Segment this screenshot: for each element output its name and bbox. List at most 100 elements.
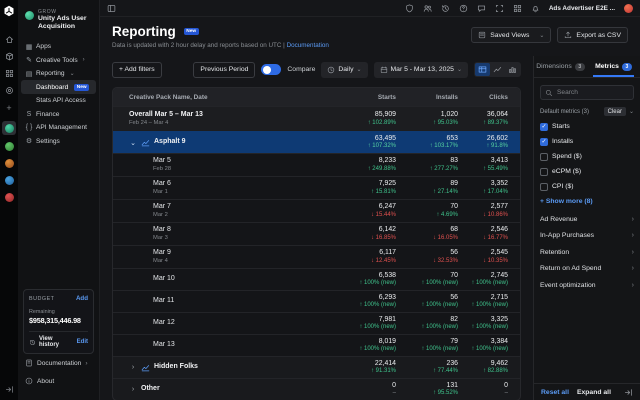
tab-dimensions[interactable]: Dimensions 3 — [534, 56, 587, 77]
show-more-link[interactable]: + Show more (8) — [540, 198, 593, 205]
app-selected-icon[interactable] — [4, 123, 14, 133]
table-row-asphalt-9[interactable]: ⌄ Asphalt 9 63,495 ↑ 107.32% 653 ↑ 103.17% 26,… — [113, 131, 520, 153]
sidebar-item-settings[interactable]: ⚙ Settings — [18, 134, 99, 148]
add-filters-button[interactable]: + Add filters — [112, 61, 162, 78]
app-4-icon[interactable] — [4, 176, 14, 185]
app-3-icon[interactable] — [4, 159, 14, 168]
app-2-icon[interactable] — [4, 142, 14, 151]
date-range-picker[interactable]: Mar 5 - Mar 13, 2025 ⌄ — [373, 61, 468, 78]
table-row-mar-5[interactable]: Mar 5 Feb 28 8,233 ↑ 249.88% 83 ↑ 277.27% 3,41… — [113, 153, 520, 176]
sidebar-item-reporting[interactable]: ▤ Reporting ⌄ — [18, 67, 99, 81]
history-icon[interactable] — [441, 4, 450, 13]
metric-option-starts[interactable]: ✓ Starts — [540, 119, 634, 134]
help-icon[interactable] — [459, 4, 468, 13]
chevron-right-icon[interactable]: › — [131, 385, 135, 393]
sidebar-item-dashboard[interactable]: Dashboard New — [21, 80, 96, 94]
table-row-mar-10[interactable]: Mar 10 6,538 ↑ 100% (new) 70 ↑ 100% (new) 2,7… — [113, 268, 520, 290]
chart-trend-icon[interactable] — [141, 138, 150, 147]
table-row-other[interactable]: › Other 0–131 ↑ 95.52% 0– — [113, 378, 520, 400]
metric-value: 2,545 — [490, 249, 508, 257]
fullscreen-icon[interactable] — [495, 4, 504, 13]
metric-option-ecpm-[interactable]: eCPM ($) — [540, 164, 634, 179]
section-retention[interactable]: Retention › — [540, 244, 634, 261]
expand-all-button[interactable]: Expand all — [576, 388, 611, 396]
projects-icon[interactable] — [5, 52, 14, 61]
table-row-mar-6[interactable]: Mar 6 Mar 1 7,925 ↑ 15.81% 89 ↑ 27.14% 3,352 ↑ … — [113, 176, 520, 199]
search-input[interactable]: Search — [540, 85, 634, 100]
operate-icon[interactable] — [5, 86, 14, 95]
checkbox-unchecked[interactable] — [540, 152, 548, 161]
budget-edit-button[interactable]: Edit — [76, 339, 88, 345]
shield-icon[interactable] — [405, 4, 414, 13]
sidebar-item-about[interactable]: About — [25, 377, 95, 385]
table-row-overall-mar-5-mar-13[interactable]: Overall Mar 5 – Mar 13 Feb 24 – Mar 4 85,9… — [113, 106, 520, 131]
column-header-clicks[interactable]: Clicks — [489, 93, 508, 101]
bar-chart-view-button[interactable] — [505, 63, 520, 76]
column-header-name[interactable]: Creative Pack Name, Date — [129, 93, 208, 101]
metric-option-cpi-[interactable]: CPI ($) — [540, 179, 634, 194]
feedback-icon[interactable] — [477, 4, 486, 13]
checkbox-checked[interactable]: ✓ — [540, 122, 548, 131]
chevron-down-icon[interactable]: ⌄ — [130, 139, 136, 147]
previous-period-button[interactable]: Previous Period — [193, 61, 256, 78]
app-5-icon[interactable] — [4, 193, 14, 202]
users-icon[interactable] — [423, 4, 432, 13]
table-row-mar-9[interactable]: Mar 9 Mar 4 6,117 ↓ 12.45% 56 ↓ 32.53% 2,545 ↓ … — [113, 245, 520, 268]
sidebar-item-documentation[interactable]: Documentation › — [25, 359, 95, 367]
sidebar-item-finance[interactable]: S Finance — [18, 107, 99, 121]
table-row-mar-13[interactable]: Mar 13 8,019 ↑ 100% (new) 79 ↑ 100% (new) 3,3… — [113, 334, 520, 356]
apps-grid-icon[interactable] — [513, 4, 522, 13]
section-return-on-ad-spend[interactable]: Return on Ad Spend › — [540, 261, 634, 278]
panel-toggle-icon[interactable] — [107, 4, 116, 13]
saved-views-dropdown[interactable]: Saved Views ⌄ — [471, 27, 552, 43]
reset-all-button[interactable]: Reset all — [541, 388, 569, 396]
sidebar-item-stats-api-access[interactable]: Stats API Access — [18, 94, 99, 108]
line-chart-view-button[interactable] — [490, 63, 505, 76]
sidebar-item-api-management[interactable]: { } API Management — [18, 121, 99, 135]
table-row-hidden-folks[interactable]: › Hidden Folks 22,414 ↑ 91.31% 236 ↑ 77.44% 9,… — [113, 356, 520, 378]
sidebar-item-creative-tools[interactable]: ✎ Creative Tools › — [18, 53, 99, 67]
selected-app[interactable] — [2, 121, 16, 135]
row-name-cell: Mar 12 — [129, 319, 324, 327]
table-row-mar-12[interactable]: Mar 12 7,981 ↑ 100% (new) 82 ↑ 100% (new) 3,3… — [113, 312, 520, 334]
account-avatar[interactable] — [624, 3, 633, 13]
tab-metrics[interactable]: Metrics 3 — [587, 56, 640, 77]
budget-add-button[interactable]: Add — [75, 295, 88, 302]
column-header-starts[interactable]: Starts — [377, 93, 396, 101]
table-row-mar-11[interactable]: Mar 11 6,293 ↑ 100% (new) 56 ↑ 100% (new) 2,7… — [113, 290, 520, 312]
chart-trend-icon[interactable] — [141, 363, 150, 372]
column-header-installs[interactable]: Installs — [435, 93, 458, 101]
checkbox-unchecked[interactable] — [540, 167, 548, 176]
documentation-link[interactable]: Documentation — [286, 42, 329, 49]
table-row-mar-8[interactable]: Mar 8 Mar 3 6,142 ↓ 16.85% 68 ↓ 16.05% 2,546 ↓ … — [113, 222, 520, 245]
main-content: + Add filters Previous Period Compare Da… — [100, 56, 533, 400]
sidebar-item-apps[interactable]: ▦ Apps — [18, 40, 99, 54]
grid-icon[interactable] — [5, 69, 14, 78]
add-app-icon[interactable]: + — [6, 103, 12, 113]
view-history-button[interactable]: View history — [39, 336, 60, 348]
export-csv-button[interactable]: Export as CSV — [557, 27, 628, 43]
granularity-dropdown[interactable]: Daily ⌄ — [321, 61, 368, 78]
chevron-right-icon[interactable]: › — [131, 364, 135, 371]
metric-cell: 79 ↑ 100% (new) — [396, 338, 458, 354]
table-row-mar-7[interactable]: Mar 7 Mar 2 6,247 ↓ 15.44% 70 ↑ 4.69% 2,577 ↓ 1… — [113, 199, 520, 222]
metric-option-spend-[interactable]: Spend ($) — [540, 149, 634, 164]
metric-option-installs[interactable]: ✓ Installs — [540, 134, 634, 149]
section-ad-revenue[interactable]: Ad Revenue › — [540, 211, 634, 228]
checkbox-unchecked[interactable] — [540, 182, 548, 191]
table-view-button[interactable] — [475, 63, 490, 76]
clear-button[interactable]: Clear — [603, 107, 626, 116]
home-icon[interactable] — [5, 35, 14, 44]
org-switcher[interactable]: GROW Unity Ads User Acquisition — [18, 0, 99, 38]
section-event-optimization[interactable]: Event optimization › — [540, 277, 634, 294]
account-name[interactable]: Ads Advertiser E2E ... — [548, 4, 615, 12]
compare-toggle[interactable] — [261, 64, 282, 75]
rail-collapse-icon[interactable] — [5, 385, 14, 394]
collapse-panel-icon[interactable] — [624, 388, 633, 397]
chevron-down-icon[interactable]: ⌄ — [628, 109, 634, 115]
notifications-icon[interactable] — [531, 4, 540, 13]
checkbox-checked[interactable]: ✓ — [540, 137, 548, 146]
section-in-app-purchases[interactable]: In-App Purchases › — [540, 228, 634, 245]
unity-logo-icon[interactable] — [3, 5, 15, 17]
row-subtitle: Mar 2 — [153, 211, 168, 218]
